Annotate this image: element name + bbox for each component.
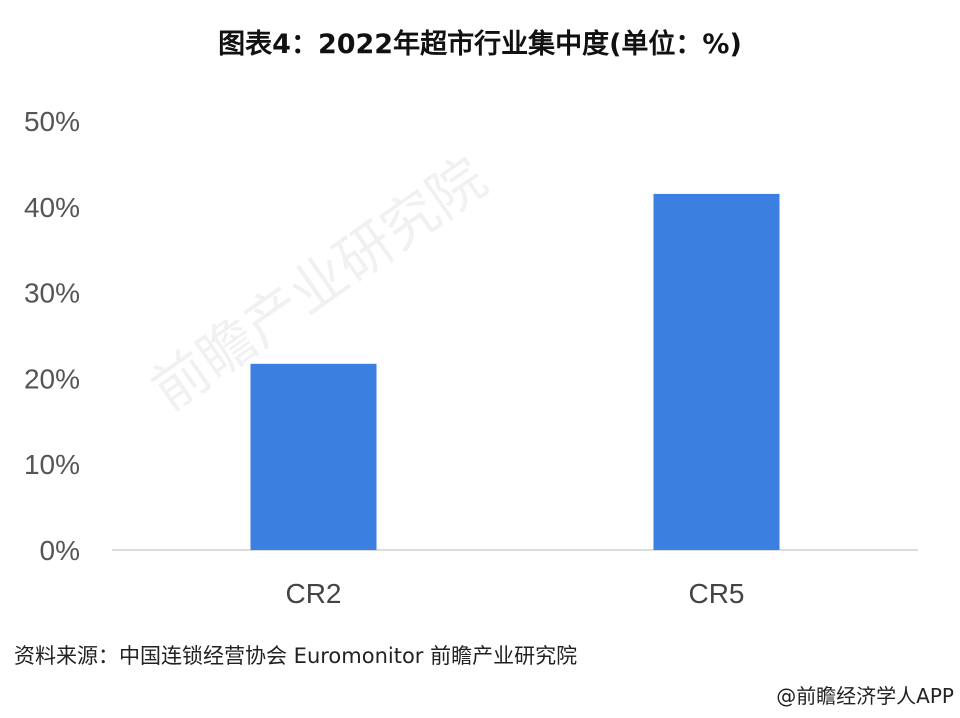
chart-title: 图表4：2022年超市行业集中度(单位：%) — [218, 29, 742, 60]
y-tick-label: 40% — [24, 192, 80, 223]
y-tick-label: 30% — [24, 278, 80, 309]
bar-cr2 — [250, 363, 377, 550]
y-tick-label: 20% — [24, 363, 80, 394]
y-tick-label: 10% — [24, 449, 80, 480]
source-note: 资料来源：中国连锁经营协会 Euromonitor 前瞻产业研究院 — [14, 644, 578, 668]
y-tick-label: 50% — [24, 106, 80, 137]
x-tick-label: CR5 — [688, 578, 744, 609]
bar-cr5 — [653, 193, 780, 550]
y-tick-label: 0% — [40, 535, 80, 566]
credit-text: @前瞻经济学人APP — [776, 684, 954, 708]
x-tick-label: CR2 — [285, 578, 341, 609]
